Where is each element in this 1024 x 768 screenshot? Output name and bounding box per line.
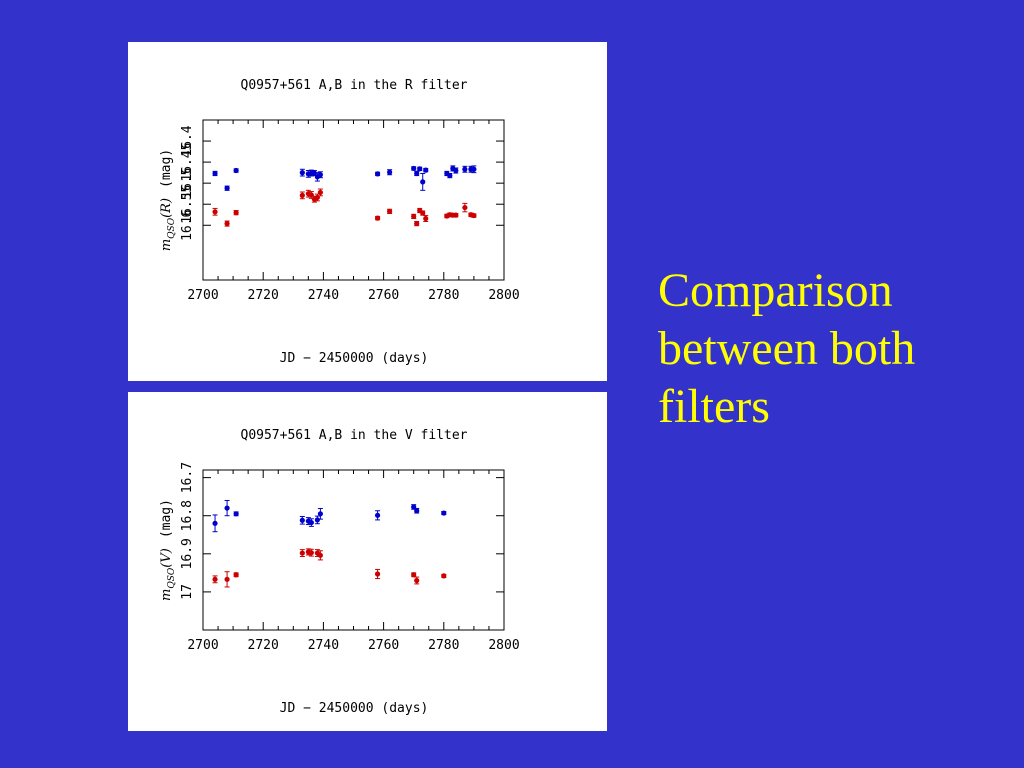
- data-point: [299, 170, 305, 176]
- data-point: [411, 572, 417, 578]
- data-point: [423, 167, 429, 173]
- chart-title: Q0957+561 A,B in the R filter: [241, 78, 468, 93]
- data-point: [453, 212, 459, 218]
- data-point: [308, 519, 314, 526]
- data-point: [414, 220, 420, 227]
- x-tick-label: 2720: [248, 288, 279, 303]
- data-point: [471, 212, 477, 219]
- y-tick-label: 16.7: [180, 462, 195, 493]
- data-point: [299, 517, 305, 523]
- chart-r: Q0957+561 A,B in the R filter 2700 2720 274…: [159, 78, 520, 366]
- plot-frame: [202, 119, 505, 281]
- x-tick-label: 2700: [187, 288, 218, 303]
- data-point: [420, 179, 426, 185]
- data-point: [311, 170, 317, 176]
- caption-line: between both: [658, 322, 916, 375]
- chart-panel-v: Q0957+561 A,B in the V filter 2700 2720 274…: [128, 392, 607, 731]
- data-point: [224, 576, 230, 582]
- data-point: [387, 208, 393, 214]
- data-point: [233, 511, 239, 517]
- x-tick-label: 2760: [368, 288, 399, 303]
- data-point: [308, 550, 314, 556]
- y-axis-label: mQSO(V)(mag): [159, 499, 177, 601]
- plot-frame: [202, 469, 505, 631]
- data-point: [387, 169, 393, 175]
- data-point: [233, 167, 239, 174]
- chart-title: Q0957+561 A,B in the V filter: [241, 428, 468, 443]
- chart-v: Q0957+561 A,B in the V filter 2700 2720 274…: [159, 428, 520, 716]
- x-tick-label: 2800: [488, 638, 519, 653]
- data-point: [233, 572, 239, 578]
- data-point: [299, 192, 305, 198]
- caption-line: Comparison: [658, 264, 893, 317]
- data-point: [314, 517, 320, 523]
- data-point: [212, 520, 218, 526]
- caption-line: filters: [658, 380, 770, 433]
- data-point: [414, 170, 420, 177]
- data-point: [233, 210, 239, 216]
- data-point: [441, 573, 447, 579]
- y-axis-label: mQSO(R)(mag): [159, 149, 177, 251]
- x-tick-label: 2800: [488, 288, 519, 303]
- data-point: [317, 552, 323, 558]
- data-point: [299, 550, 305, 556]
- x-axis-label: JD − 2450000 (days): [280, 701, 429, 716]
- y-tick-label: 17: [180, 584, 195, 600]
- x-tick-label: 2720: [248, 638, 279, 653]
- x-tick-label: 2740: [308, 288, 339, 303]
- data-point: [447, 172, 453, 179]
- data-point: [374, 512, 381, 518]
- data-point: [414, 508, 420, 514]
- data-point: [374, 171, 381, 177]
- y-tick-label: 16.45: [180, 143, 195, 182]
- data-point: [374, 571, 381, 577]
- x-tick-label: 2780: [428, 288, 459, 303]
- chart-panel-r: Q0957+561 A,B in the R filter 2700 2720 274…: [128, 42, 607, 381]
- data-point: [471, 166, 477, 172]
- data-point: [374, 215, 381, 221]
- y-tick-label: 16.5: [180, 168, 195, 199]
- y-tick-label: 16.55: [180, 185, 195, 224]
- y-tick-label: 16.8: [180, 500, 195, 531]
- data-point: [317, 172, 323, 178]
- data-point: [317, 511, 323, 517]
- data-point: [212, 170, 218, 177]
- caption: Comparison between both filters: [658, 262, 998, 436]
- data-point: [462, 166, 468, 172]
- data-point: [411, 165, 417, 172]
- data-point: [411, 213, 417, 220]
- data-point: [224, 185, 230, 191]
- x-tick-label: 2760: [368, 638, 399, 653]
- data-point: [414, 577, 420, 584]
- data-point: [423, 215, 429, 222]
- data-point: [224, 505, 230, 511]
- data-point: [308, 192, 314, 198]
- data-point: [462, 204, 468, 211]
- data-point: [317, 189, 323, 196]
- y-tick-label: 16.9: [180, 538, 195, 569]
- x-axis-label: JD − 2450000 (days): [280, 351, 429, 366]
- data-point: [453, 167, 459, 174]
- data-point: [441, 510, 447, 516]
- data-point: [420, 210, 426, 216]
- data-point: [212, 576, 218, 582]
- data-point: [212, 209, 218, 215]
- data-point: [224, 220, 230, 227]
- x-tick-label: 2740: [308, 638, 339, 653]
- y-tick-label: 16.6: [180, 210, 195, 241]
- data-point: [417, 166, 423, 172]
- x-tick-label: 2780: [428, 638, 459, 653]
- x-tick-label: 2700: [187, 638, 218, 653]
- y-tick-label: 16.4: [180, 125, 195, 156]
